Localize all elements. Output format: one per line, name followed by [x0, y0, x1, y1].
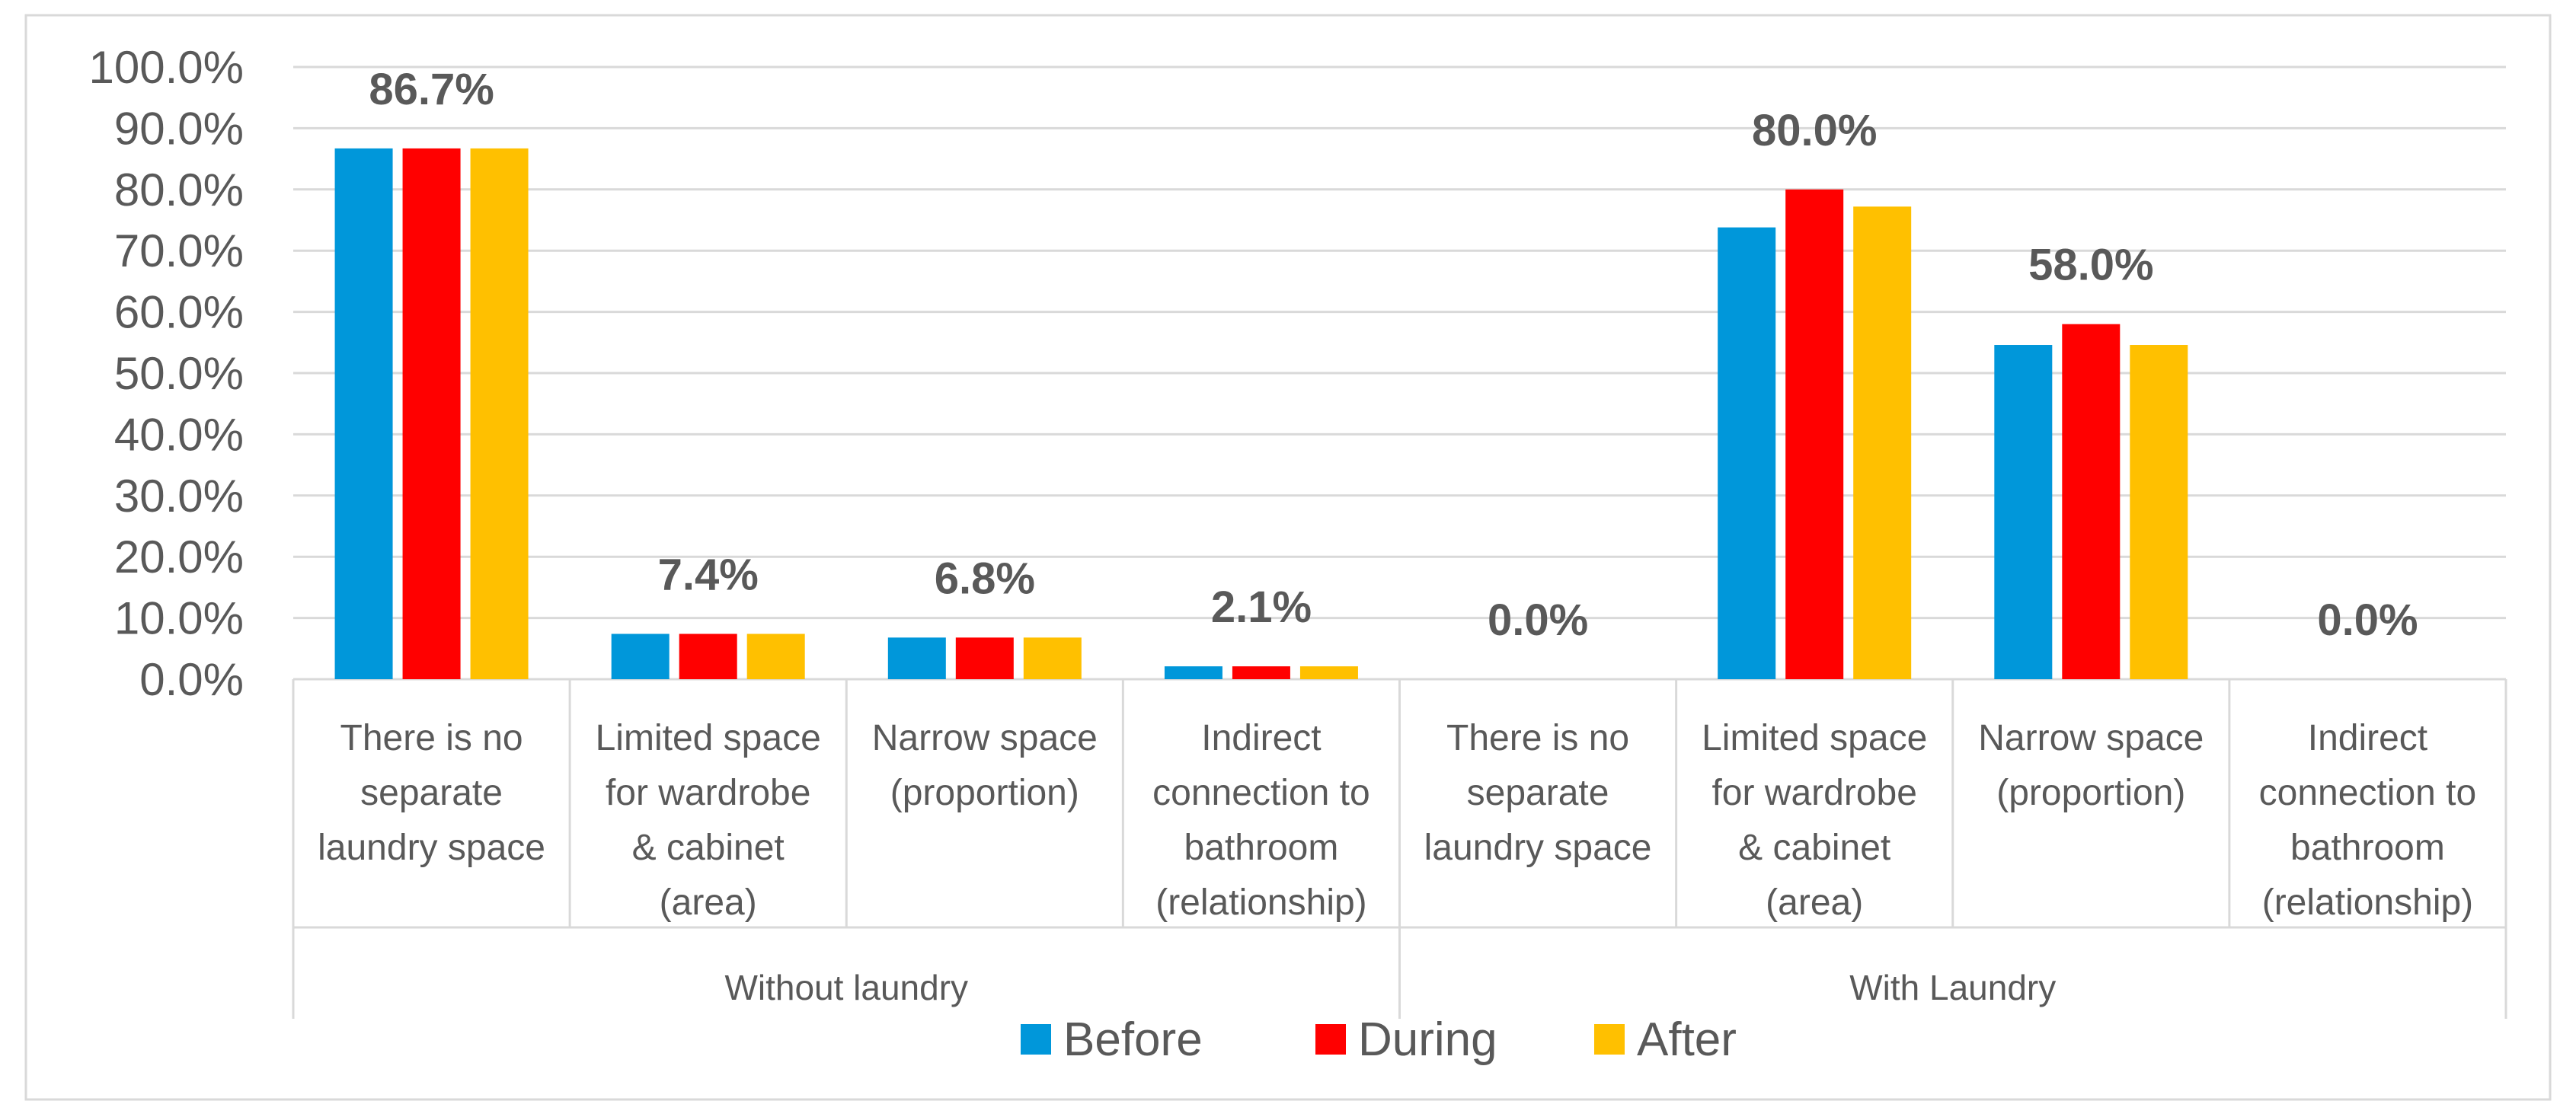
x-category-label: (area): [660, 882, 757, 923]
x-category-label: (relationship): [1155, 882, 1366, 923]
y-tick-label: 20.0%: [114, 531, 244, 582]
x-category-label: Limited space: [1702, 718, 1927, 758]
x-category-label: & cabinet: [632, 828, 785, 868]
legend-swatch-after: [1594, 1024, 1625, 1055]
data-label: 0.0%: [1488, 595, 1588, 645]
bar-during: [679, 633, 737, 679]
x-category-label: Indirect: [2308, 718, 2427, 758]
x-category-label: connection to: [1152, 773, 1370, 813]
bar-during: [2062, 324, 2121, 679]
x-category-label: for wardrobe: [1711, 773, 1916, 813]
bar-before: [1718, 227, 1776, 679]
x-category-label: (area): [1766, 882, 1863, 923]
x-category-label: Indirect: [1201, 718, 1321, 758]
y-tick-label: 30.0%: [114, 471, 244, 522]
x-category-label: bathroom: [1184, 828, 1339, 868]
bar-before: [887, 637, 946, 679]
x-category-label: for wardrobe: [606, 773, 810, 813]
data-label: 2.1%: [1211, 582, 1312, 632]
bar-before: [1164, 666, 1222, 679]
x-group-label: With Laundry: [1849, 968, 2056, 1007]
x-category-label: (proportion): [1996, 773, 2185, 813]
y-tick-label: 50.0%: [114, 348, 244, 399]
x-category-label: laundry space: [1424, 828, 1652, 868]
x-category-label: separate: [360, 773, 503, 813]
bar-after: [2130, 345, 2188, 679]
data-label: 7.4%: [658, 551, 759, 600]
bar-during: [1232, 666, 1290, 679]
legend-label-during: During: [1358, 1013, 1497, 1066]
bar-after: [470, 148, 529, 679]
chart-border: [24, 14, 2552, 1101]
bar-after: [1853, 206, 1912, 679]
y-tick-label: 100.0%: [89, 42, 244, 93]
data-label: 58.0%: [2028, 241, 2153, 290]
data-label: 6.8%: [935, 554, 1035, 603]
x-category-label: (relationship): [2262, 882, 2473, 923]
bar-before: [1994, 345, 2053, 679]
y-tick-label: 10.0%: [114, 593, 244, 644]
x-category-label: laundry space: [318, 828, 545, 868]
y-tick-label: 90.0%: [114, 103, 244, 154]
x-category-label: separate: [1467, 773, 1609, 813]
x-category-label: There is no: [340, 718, 523, 758]
x-category-label: Limited space: [596, 718, 821, 758]
x-category-label: & cabinet: [1738, 828, 1890, 868]
x-category-label: bathroom: [2290, 828, 2445, 868]
data-label: 86.7%: [369, 65, 494, 114]
bar-before: [334, 148, 393, 679]
bar-during: [402, 148, 461, 679]
bar-during: [955, 637, 1014, 679]
y-tick-label: 0.0%: [139, 654, 244, 705]
x-category-label: There is no: [1446, 718, 1629, 758]
x-category-label: connection to: [2259, 773, 2477, 813]
legend-label-after: After: [1637, 1013, 1737, 1066]
bar-after: [1023, 637, 1082, 679]
bar-during: [1785, 189, 1844, 680]
legend-swatch-during: [1315, 1024, 1346, 1055]
y-tick-label: 60.0%: [114, 287, 244, 338]
x-category-label: Narrow space: [872, 718, 1098, 758]
bar-after: [746, 633, 805, 679]
x-category-label: Narrow space: [1978, 718, 2204, 758]
bar-before: [611, 633, 670, 679]
legend-label-before: Before: [1063, 1013, 1203, 1066]
y-tick-label: 40.0%: [114, 409, 244, 460]
y-tick-label: 80.0%: [114, 164, 244, 215]
data-label: 80.0%: [1752, 106, 1877, 155]
bar-after: [1299, 666, 1358, 679]
y-tick-label: 70.0%: [114, 225, 244, 276]
x-category-label: (proportion): [890, 773, 1079, 813]
x-group-label: Without laundry: [724, 968, 968, 1007]
legend-swatch-before: [1021, 1024, 1051, 1055]
data-label: 0.0%: [2317, 595, 2418, 645]
